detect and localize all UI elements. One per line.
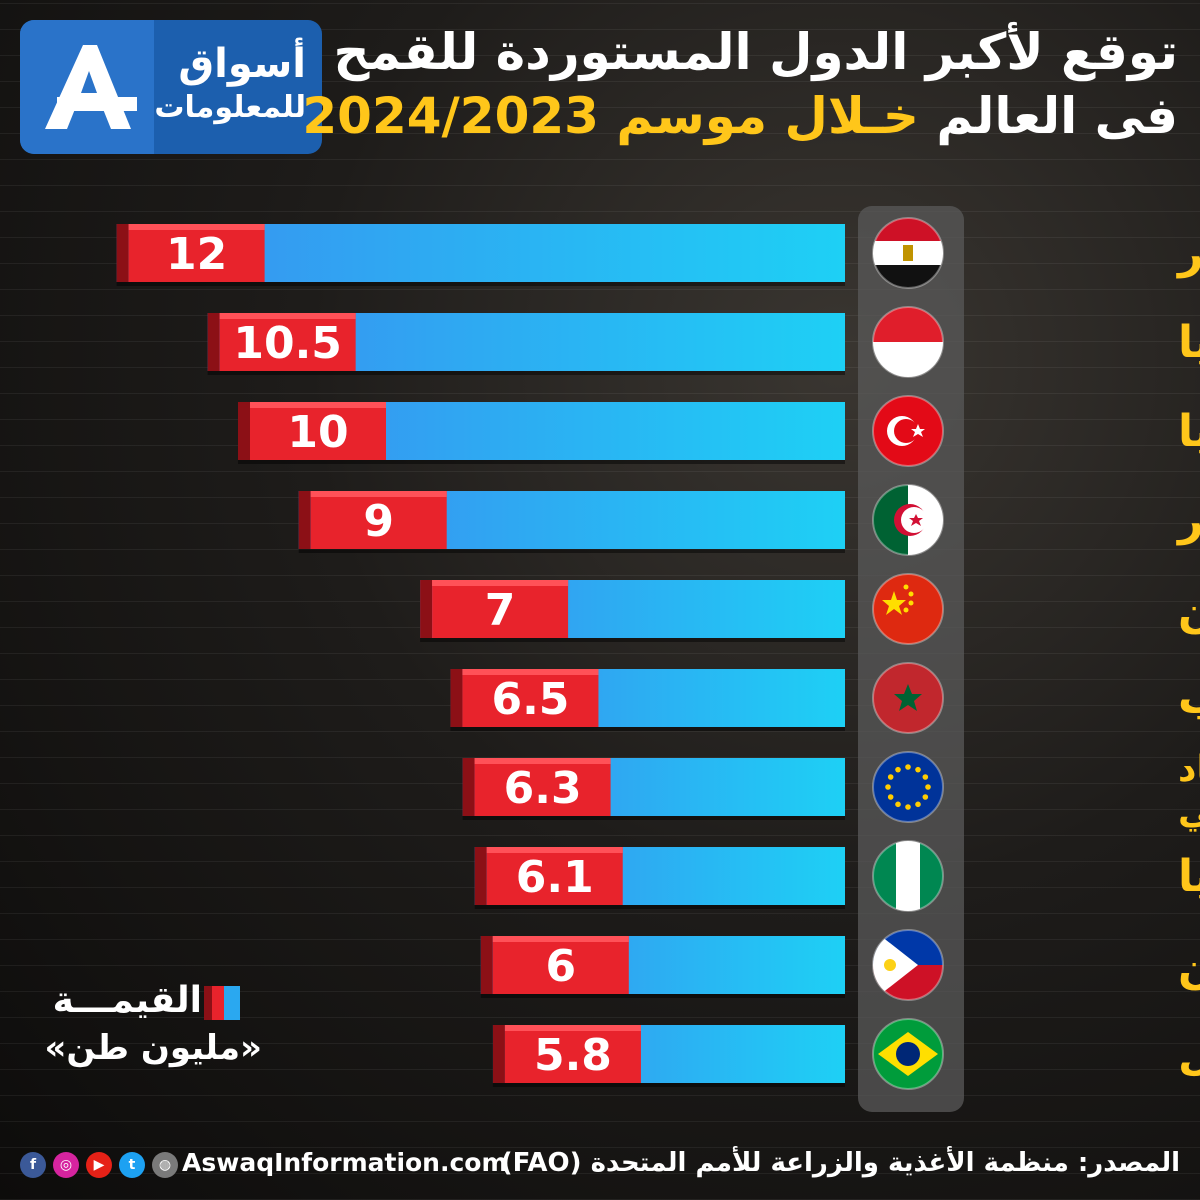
facebook-icon[interactable]: f — [20, 1152, 46, 1178]
bar-row: 7 — [420, 580, 845, 642]
bar-row: 10.5 — [207, 313, 845, 375]
source-text: المصدر: منظمة الأغذية والزراعة للأمم الم… — [500, 1148, 1180, 1178]
philippines-flag-icon — [872, 929, 944, 1001]
bar-end-shade — [238, 402, 250, 460]
globe-icon[interactable]: ◍ — [152, 1152, 178, 1178]
value-label: 9 — [363, 496, 394, 547]
value-box-highlight — [432, 580, 569, 586]
bar-end-shade — [474, 847, 487, 905]
value-box — [219, 313, 356, 371]
country-label: الصين — [1178, 584, 1200, 635]
chart: 12 مصر 10.5 إندونيسيا 10 تركيا 9 الجزائر 7 الصين 6… — [116, 217, 1200, 1090]
value-box-highlight — [219, 313, 356, 319]
value-box-highlight — [462, 669, 599, 675]
country-label: البرازيل — [1178, 1029, 1200, 1080]
bar-end-shade — [450, 669, 463, 727]
value-box — [250, 402, 386, 460]
country-label: إندونيسيا — [1178, 317, 1200, 368]
page-title: توقع لأكبر الدول المستوردة للقمح فى العا… — [302, 20, 1178, 148]
brazil-flag-icon — [872, 1018, 944, 1090]
value-box — [474, 758, 611, 816]
website-link[interactable]: AswaqInformation.com — [182, 1148, 508, 1177]
bar-end-shade — [492, 1025, 505, 1083]
value-box-highlight — [504, 1025, 641, 1031]
value-label: 10 — [287, 407, 348, 458]
legend-unit: «مليون طن» — [44, 1028, 262, 1068]
legend: القيمـــة «مليون طن» — [22, 980, 262, 1090]
country-label: الجزائر — [1176, 495, 1200, 546]
indonesia-flag-icon — [872, 306, 944, 378]
bar-end-shade — [420, 580, 433, 638]
value-box — [492, 936, 629, 994]
value-box-highlight — [128, 224, 265, 230]
country-label: مصر — [1176, 228, 1200, 279]
title-line-2: فى العالم خـلال موسم 2024/2023 — [302, 84, 1178, 148]
china-flag-icon — [872, 573, 944, 645]
bar-row: 9 — [298, 491, 845, 553]
value-box — [462, 669, 599, 727]
value-label: 6.1 — [516, 852, 594, 903]
footer: f ◎ ▶ t ◍ AswaqInformation.com المصدر: م… — [0, 1140, 1200, 1190]
country-label: الأوروبي — [1178, 788, 1200, 832]
bar-row: 10 — [238, 402, 845, 464]
value-label: 6.3 — [504, 763, 582, 814]
turkey-flag-icon — [872, 395, 944, 467]
value-box-highlight — [474, 758, 611, 764]
country-label: المغرب — [1178, 673, 1200, 724]
bar-end-shade — [462, 758, 475, 816]
title-line-2-highlight: خـلال موسم 2024/2023 — [302, 87, 919, 145]
bar-row: 6 — [480, 936, 845, 998]
value-label: 12 — [166, 229, 227, 280]
egypt-flag-icon — [872, 217, 944, 289]
value-box-highlight — [250, 402, 386, 408]
nigeria-flag-icon — [872, 840, 944, 912]
youtube-icon[interactable]: ▶ — [86, 1152, 112, 1178]
bar-row: 6.5 — [450, 669, 845, 731]
logo-a-icon — [20, 20, 154, 154]
value-label: 5.8 — [534, 1030, 612, 1081]
bar-end-shade — [298, 491, 311, 549]
logo-subtitle: للمعلومات — [154, 90, 306, 125]
algeria-flag-icon — [872, 484, 944, 556]
eu-flag-icon — [872, 751, 944, 823]
value-box — [504, 1025, 641, 1083]
bar-row: 6.1 — [474, 847, 845, 909]
title-line-2-prefix: فى العالم — [918, 87, 1178, 145]
value-label: 6 — [545, 941, 576, 992]
title-line-1: توقع لأكبر الدول المستوردة للقمح — [333, 23, 1178, 81]
logo: أسواق للمعلومات — [20, 20, 322, 154]
twitter-icon[interactable]: t — [119, 1152, 145, 1178]
morocco-flag-icon — [872, 662, 944, 734]
country-label: تركيا — [1178, 406, 1200, 457]
value-box-highlight — [486, 847, 623, 853]
bar-row: 6.3 — [462, 758, 845, 820]
value-label: 10.5 — [233, 318, 342, 369]
value-box — [128, 224, 265, 282]
social-icons: f ◎ ▶ t ◍ — [20, 1152, 178, 1178]
bar-row: 12 — [116, 224, 846, 286]
value-box-highlight — [492, 936, 629, 942]
instagram-icon[interactable]: ◎ — [53, 1152, 79, 1178]
value-label: 6.5 — [491, 674, 569, 725]
value-box — [310, 491, 447, 549]
legend-label: القيمـــة — [52, 980, 202, 1021]
value-box-highlight — [310, 491, 447, 497]
logo-name: أسواق — [178, 41, 306, 87]
legend-swatch — [204, 986, 240, 1020]
bar-row: 5.8 — [492, 1025, 845, 1087]
bar-end-shade — [207, 313, 220, 371]
value-label: 7 — [485, 585, 516, 636]
country-label: الفلبين — [1178, 940, 1200, 991]
country-label: الاتحاد — [1178, 749, 1200, 790]
country-label: نيجيريا — [1178, 851, 1200, 902]
bar-end-shade — [480, 936, 493, 994]
value-box — [486, 847, 623, 905]
bar-end-shade — [116, 224, 129, 282]
value-box — [432, 580, 569, 638]
